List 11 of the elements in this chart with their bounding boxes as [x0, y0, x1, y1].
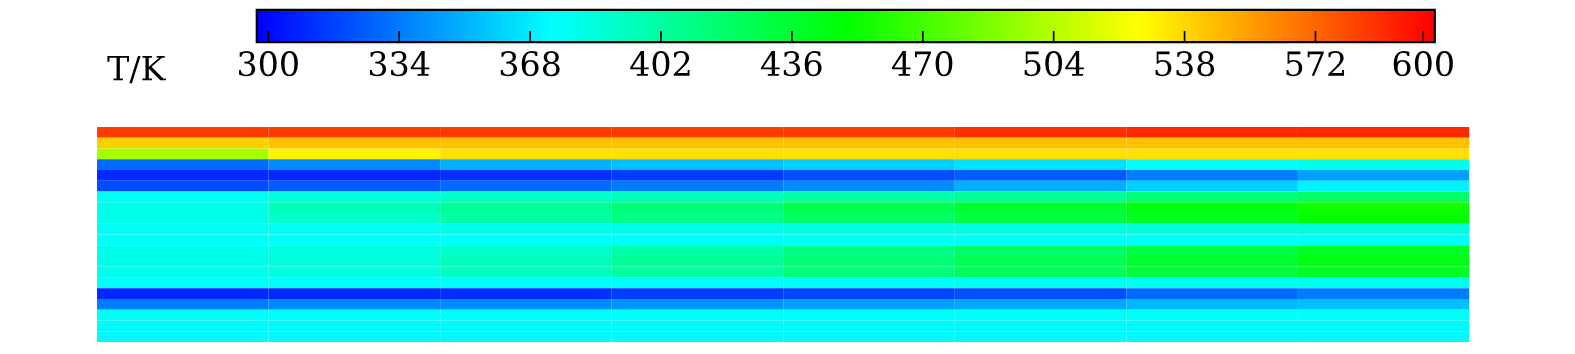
color-bar-label: 572 [1286, 51, 1345, 77]
color-bar-label: 504 [1024, 51, 1084, 77]
color-bar-label: 538 [1155, 51, 1215, 77]
color-bar-label: 470 [891, 51, 953, 77]
color-bar-title: T/K [107, 55, 166, 84]
color-bar-label: 368 [500, 51, 560, 77]
color-bar-label: 436 [761, 51, 822, 77]
color-bar-label: 334 [369, 51, 430, 77]
color-bar-label: 600 [1393, 51, 1453, 77]
color-bar-label: 300 [239, 51, 298, 77]
color-bar-label: 402 [630, 51, 690, 77]
